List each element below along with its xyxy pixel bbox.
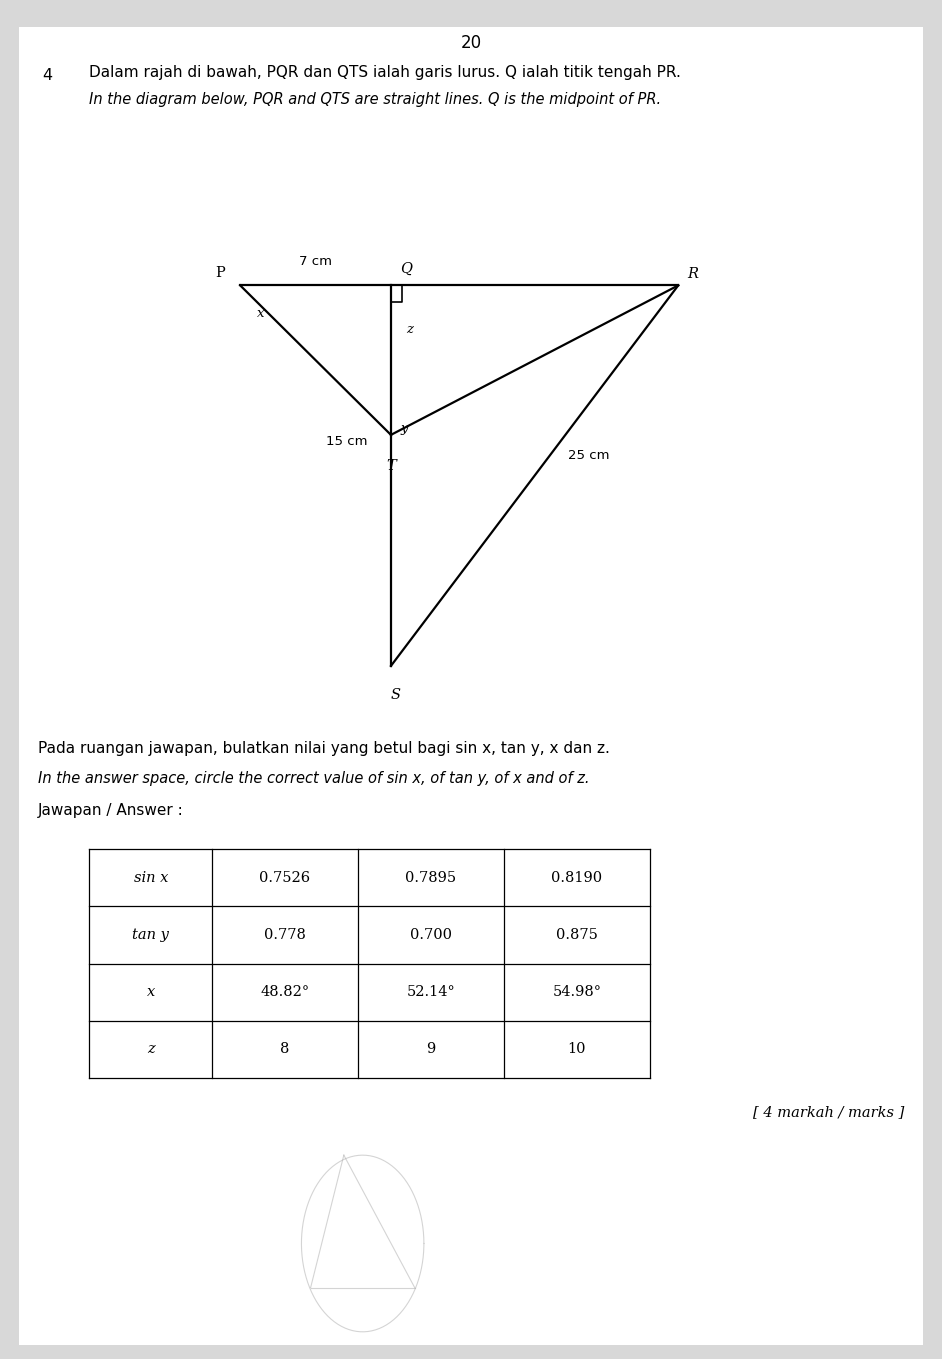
Text: 0.8190: 0.8190 (551, 871, 603, 885)
Text: 0.875: 0.875 (556, 928, 598, 942)
Text: Jawapan / Answer :: Jawapan / Answer : (38, 803, 184, 818)
Text: 20: 20 (461, 34, 481, 52)
Text: Q: Q (400, 262, 413, 276)
Text: In the answer space, circle the correct value of sin x, of tan y, of x and of z.: In the answer space, circle the correct … (38, 771, 589, 786)
Text: z: z (406, 323, 413, 337)
Text: In the diagram below, PQR and QTS are straight lines. Q is the midpoint of PR.: In the diagram below, PQR and QTS are st… (89, 92, 661, 107)
Text: 25 cm: 25 cm (567, 448, 609, 462)
Text: Dalam rajah di bawah, PQR dan QTS ialah garis lurus. Q ialah titik tengah PR.: Dalam rajah di bawah, PQR dan QTS ialah … (89, 65, 681, 80)
Text: z: z (147, 1042, 154, 1056)
Text: y: y (400, 421, 408, 435)
Text: 0.7526: 0.7526 (259, 871, 311, 885)
Text: 54.98°: 54.98° (552, 985, 602, 999)
Text: 8: 8 (281, 1042, 289, 1056)
Text: 15 cm: 15 cm (326, 435, 367, 448)
Text: 0.778: 0.778 (264, 928, 306, 942)
Text: P: P (216, 266, 225, 280)
Text: 4: 4 (42, 68, 53, 83)
Text: 10: 10 (568, 1042, 586, 1056)
Text: 0.7895: 0.7895 (405, 871, 457, 885)
Text: 48.82°: 48.82° (260, 985, 310, 999)
Text: 9: 9 (427, 1042, 435, 1056)
Text: R: R (688, 268, 699, 281)
Text: T: T (386, 459, 396, 473)
Text: [ 4 markah / marks ]: [ 4 markah / marks ] (753, 1105, 904, 1118)
Text: 7 cm: 7 cm (299, 254, 333, 268)
Text: x: x (147, 985, 154, 999)
Text: sin x: sin x (134, 871, 168, 885)
Text: 52.14°: 52.14° (407, 985, 455, 999)
Text: x: x (257, 307, 265, 321)
FancyBboxPatch shape (19, 27, 923, 1345)
Text: 0.700: 0.700 (410, 928, 452, 942)
Text: Pada ruangan jawapan, bulatkan nilai yang betul bagi sin x, tan y, x dan z.: Pada ruangan jawapan, bulatkan nilai yan… (38, 741, 609, 756)
Text: tan y: tan y (132, 928, 170, 942)
Text: S: S (391, 688, 400, 701)
